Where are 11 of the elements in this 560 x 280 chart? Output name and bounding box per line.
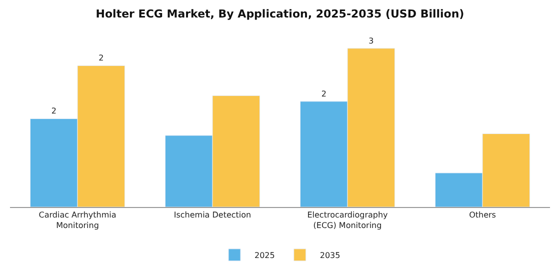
chart-title: Holter ECG Market, By Application, 2025-2035 (USD Billion) <box>96 8 464 20</box>
x-tick-label: Cardiac Arrhythmia Monitoring <box>38 210 116 230</box>
data-label: 2 <box>321 89 326 98</box>
x-tick-label: Others <box>469 210 496 220</box>
legend-label: 2035 <box>320 251 340 260</box>
data-label: 2 <box>51 106 56 116</box>
legend-label: 2025 <box>254 251 275 260</box>
data-label: 2 <box>98 54 104 63</box>
data-label: 3 <box>368 36 374 46</box>
x-tick-label: Electrocardiography (ECG) Monitoring <box>307 210 388 230</box>
x-tick-label: Ischemia Detection <box>174 210 252 220</box>
